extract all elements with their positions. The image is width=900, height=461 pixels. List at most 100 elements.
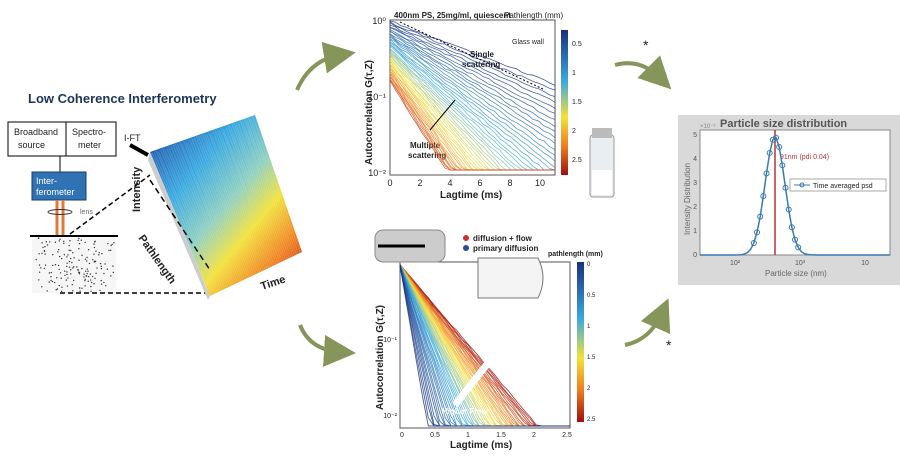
particle	[79, 273, 80, 274]
x-tick-label: 10²	[730, 260, 741, 267]
particle	[83, 276, 84, 277]
star: *	[643, 37, 649, 53]
particle	[103, 282, 104, 283]
particle	[52, 265, 53, 266]
particle	[69, 250, 70, 251]
particle	[85, 259, 86, 260]
colorbar-tick-label: 1	[587, 324, 591, 330]
particle	[73, 280, 74, 281]
x-tick-label: 8	[507, 178, 512, 188]
x-tick-label: 6	[477, 178, 482, 188]
particle	[86, 257, 87, 258]
particle	[101, 283, 102, 284]
particle	[52, 281, 53, 282]
label: I-FT	[124, 133, 141, 143]
particle	[110, 250, 111, 251]
colorbar-tick-label: 1	[572, 70, 576, 77]
particle	[78, 238, 79, 239]
title: Low Coherence Interferometry	[28, 91, 217, 106]
particle	[52, 254, 53, 255]
x-tick-label: 10³	[795, 260, 806, 267]
legend-label: primary diffusion	[473, 244, 538, 253]
flow-arrow	[625, 313, 662, 345]
particle	[86, 260, 87, 261]
legend-title: Pathlength (mm)	[504, 11, 563, 20]
sample	[32, 237, 116, 293]
colorbar-tick-label: 2	[587, 386, 591, 392]
particle	[90, 273, 91, 274]
x-tick-label: 2	[417, 178, 422, 188]
particle	[93, 253, 94, 254]
particle	[50, 280, 51, 281]
axis-label: Intensity Distribution	[683, 163, 692, 235]
scale: ×10⁻³	[700, 124, 715, 130]
particle	[44, 250, 45, 251]
particle	[41, 242, 42, 243]
particle	[78, 248, 79, 249]
particle	[54, 282, 55, 283]
label: lens	[80, 209, 93, 216]
particle	[61, 287, 62, 288]
particle	[57, 288, 58, 289]
particle	[90, 291, 91, 292]
flow-arrow	[300, 325, 340, 352]
legend-title: pathlength (mm)	[548, 251, 603, 258]
particle	[90, 279, 91, 280]
particle	[77, 269, 78, 270]
particle	[61, 278, 62, 279]
particle	[81, 240, 82, 241]
y-tick-label: 10⁰	[372, 16, 386, 26]
particle	[71, 262, 72, 263]
particle	[73, 257, 74, 258]
particle	[44, 246, 45, 247]
particle	[47, 244, 48, 245]
lens	[48, 210, 72, 215]
annotation: 91nm (pdi 0.04)	[780, 154, 829, 161]
particle	[95, 261, 96, 262]
arrow	[130, 145, 148, 155]
annotation: 400nm PS, 25mg/ml, quiescent	[394, 11, 511, 20]
particle	[88, 281, 89, 282]
particle	[84, 285, 85, 286]
particle	[100, 280, 101, 281]
particle	[44, 268, 45, 269]
colorbar	[577, 262, 584, 422]
particle	[69, 261, 70, 262]
particle	[69, 240, 70, 241]
particle	[78, 260, 79, 261]
particle	[95, 273, 96, 274]
particle	[96, 267, 97, 268]
particle	[89, 263, 90, 264]
y-tick-label: 10⁻¹	[368, 92, 386, 102]
particle	[59, 239, 60, 240]
particle	[99, 290, 100, 291]
x-tick-label: 10	[861, 260, 869, 267]
axis-label: Particle size (nm)	[765, 269, 827, 278]
particle	[59, 256, 60, 257]
y-tick-label: 5	[693, 132, 697, 139]
particle	[84, 280, 85, 281]
x-tick-label: 0	[387, 178, 392, 188]
particle	[100, 263, 101, 264]
particle	[41, 286, 42, 287]
axis-label: Autocorrelation G(τ,Z)	[375, 305, 386, 410]
particle	[77, 240, 78, 241]
axis-label: Autocorrelation G(τ,Z)	[364, 60, 375, 165]
y-tick-label: 4	[693, 156, 697, 163]
particle	[63, 241, 64, 242]
particle	[85, 242, 86, 243]
particle	[113, 242, 114, 243]
annotation: Glass wall	[512, 39, 544, 46]
particle	[70, 258, 71, 259]
colorbar	[561, 30, 568, 175]
particle	[110, 275, 111, 276]
particle	[58, 269, 59, 270]
particle	[66, 256, 67, 257]
flow-arrow	[615, 63, 660, 78]
particle	[36, 259, 37, 260]
label: Inter-	[36, 176, 57, 186]
particle	[101, 253, 102, 254]
particle	[39, 264, 40, 265]
particle	[56, 289, 57, 290]
